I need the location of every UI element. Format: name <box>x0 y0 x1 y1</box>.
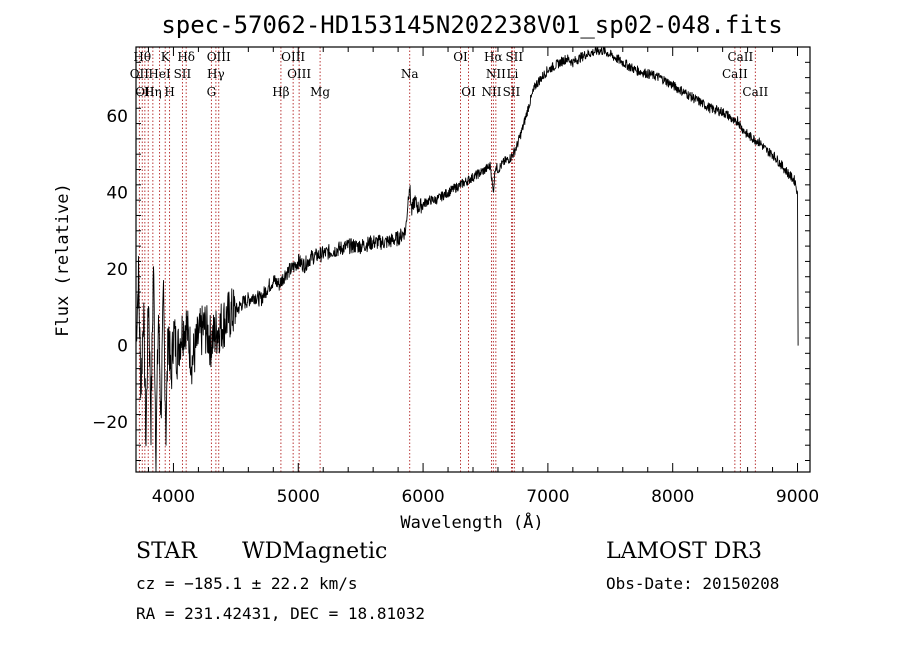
y-tick-label: 0 <box>117 337 128 357</box>
object-subclass: WDMagnetic <box>242 539 388 564</box>
spectral-line-label: H <box>164 85 174 99</box>
x-tick-label: 7000 <box>526 487 569 507</box>
spectral-line-label: Hδ <box>177 50 195 64</box>
x-tick-label: 4000 <box>152 487 195 507</box>
spectral-line-label: OIII <box>287 67 311 81</box>
y-tick-label: −20 <box>92 413 128 433</box>
x-tick-label: 5000 <box>277 487 320 507</box>
spectral-lines-layer <box>138 47 756 472</box>
redshift-info: cz = −185.1 ± 22.2 km/s <box>136 574 358 593</box>
y-tick-label: 60 <box>106 107 128 127</box>
spectral-line-label: Mg <box>310 85 330 99</box>
spectral-line-label: G <box>207 85 217 99</box>
spectrum-series-line <box>135 46 799 473</box>
spectral-line-label: OI <box>453 50 468 64</box>
spectral-line-label: OIII <box>281 50 305 64</box>
spectral-line-label: Hγ <box>207 67 225 81</box>
spectral-line-label: Hη <box>144 85 162 99</box>
spectral-line-label: HeI <box>148 67 171 81</box>
x-tick-label: 9000 <box>776 487 819 507</box>
spectral-line-label: Hα <box>484 50 503 64</box>
spectral-line-label: NII <box>486 67 506 81</box>
series-layer <box>135 46 799 473</box>
spectral-line-label: SII <box>174 67 192 81</box>
axis-ticks: 4000 5000 6000 7000 8000 9000 −20 0 20 40 60 <box>92 47 819 507</box>
coordinates: RA = 231.42431, DEC = 18.81032 <box>136 604 425 623</box>
survey-name: LAMOST DR3 <box>606 539 762 564</box>
spectral-line-label: OIII <box>207 50 231 64</box>
spectral-line-label: NII <box>481 85 501 99</box>
y-axis-label: Flux (relative) <box>53 183 73 337</box>
obs-date: Obs-Date: 20150208 <box>606 574 780 593</box>
spectral-line-label: OII <box>130 67 150 81</box>
x-tick-label: 6000 <box>401 487 444 507</box>
y-tick-label: 40 <box>106 183 128 203</box>
object-class: STAR <box>136 539 197 564</box>
spectral-line-label: Na <box>401 67 419 81</box>
spectral-line-label: CaII <box>722 67 748 81</box>
spectral-line-label: OI <box>461 85 476 99</box>
spectral-line-label: Hβ <box>272 85 289 99</box>
spectral-line-label: Hθ <box>133 50 151 64</box>
spectral-line-label: Li <box>507 67 519 81</box>
x-tick-label: 8000 <box>651 487 694 507</box>
spectral-line-label: CaII <box>742 85 768 99</box>
chart-title: spec-57062-HD153145N202238V01_sp02-048.f… <box>161 11 782 39</box>
spectral-line-label: OII <box>135 85 155 99</box>
x-axis-label: Wavelength (Å) <box>400 511 543 533</box>
spectral-line-label: SII <box>505 50 523 64</box>
y-tick-label: 20 <box>106 260 128 280</box>
spectral-line-label: K <box>161 50 171 64</box>
spectral-line-label: SII <box>503 85 521 99</box>
spectral-line-label: CaII <box>727 50 753 64</box>
